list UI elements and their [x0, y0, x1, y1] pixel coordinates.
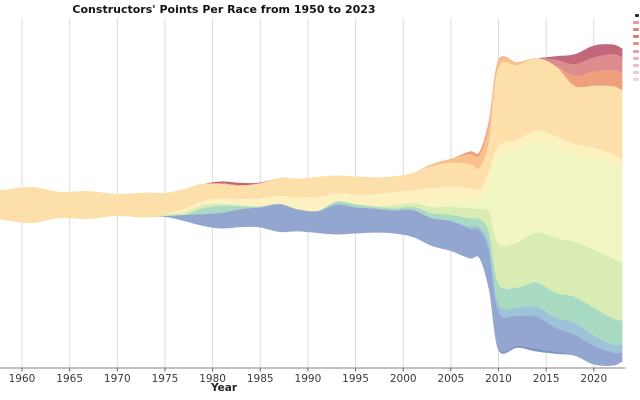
stream-layer-rose-salmon — [0, 54, 623, 195]
x-tick-label-2020: 2020 — [580, 373, 607, 385]
stream-layer-light-orange — [0, 57, 623, 195]
legend-cutoff — [630, 0, 640, 95]
x-tick-label-1970: 1970 — [104, 373, 131, 385]
x-tick-label-1965: 1965 — [56, 373, 83, 385]
x-tick-label-2015: 2015 — [533, 373, 560, 385]
stream-layer-periwinkle — [0, 204, 623, 365]
chart-title: Constructors' Points Per Race from 1950 … — [72, 3, 376, 16]
x-tick-label-1990: 1990 — [295, 373, 322, 385]
x-tick-label-1975: 1975 — [152, 373, 179, 385]
x-tick-label-2010: 2010 — [485, 373, 512, 385]
stream-layer-salmon-orange — [0, 56, 623, 195]
stream-layers — [0, 44, 623, 366]
legend-swatch — [633, 77, 639, 81]
legend-swatch — [633, 42, 639, 46]
legend-swatch — [633, 63, 639, 67]
stream-layer-pale-yellow-green — [0, 142, 623, 263]
stream-layer-pale-yellow — [0, 130, 623, 224]
stream-layer-dark-rose — [0, 44, 623, 195]
x-tick-label-1980: 1980 — [199, 373, 226, 385]
stream-layer-light-green — [0, 201, 623, 321]
x-axis-title: Year — [210, 382, 238, 394]
legend-swatch — [633, 49, 639, 53]
stream-layer-cream-apricot — [0, 58, 623, 224]
legend-swatch — [633, 70, 639, 74]
legend-swatch — [633, 21, 639, 25]
legend-swatch — [633, 56, 639, 60]
legend-title-fragment — [635, 14, 639, 17]
x-tick-label-1985: 1985 — [247, 373, 274, 385]
legend-swatch — [633, 35, 639, 39]
legend-swatch — [633, 28, 639, 32]
x-tick-label-2005: 2005 — [437, 373, 464, 385]
x-tick-label-2000: 2000 — [390, 373, 417, 385]
x-tick-label-1995: 1995 — [342, 373, 369, 385]
x-tick-label-1960: 1960 — [9, 373, 36, 385]
